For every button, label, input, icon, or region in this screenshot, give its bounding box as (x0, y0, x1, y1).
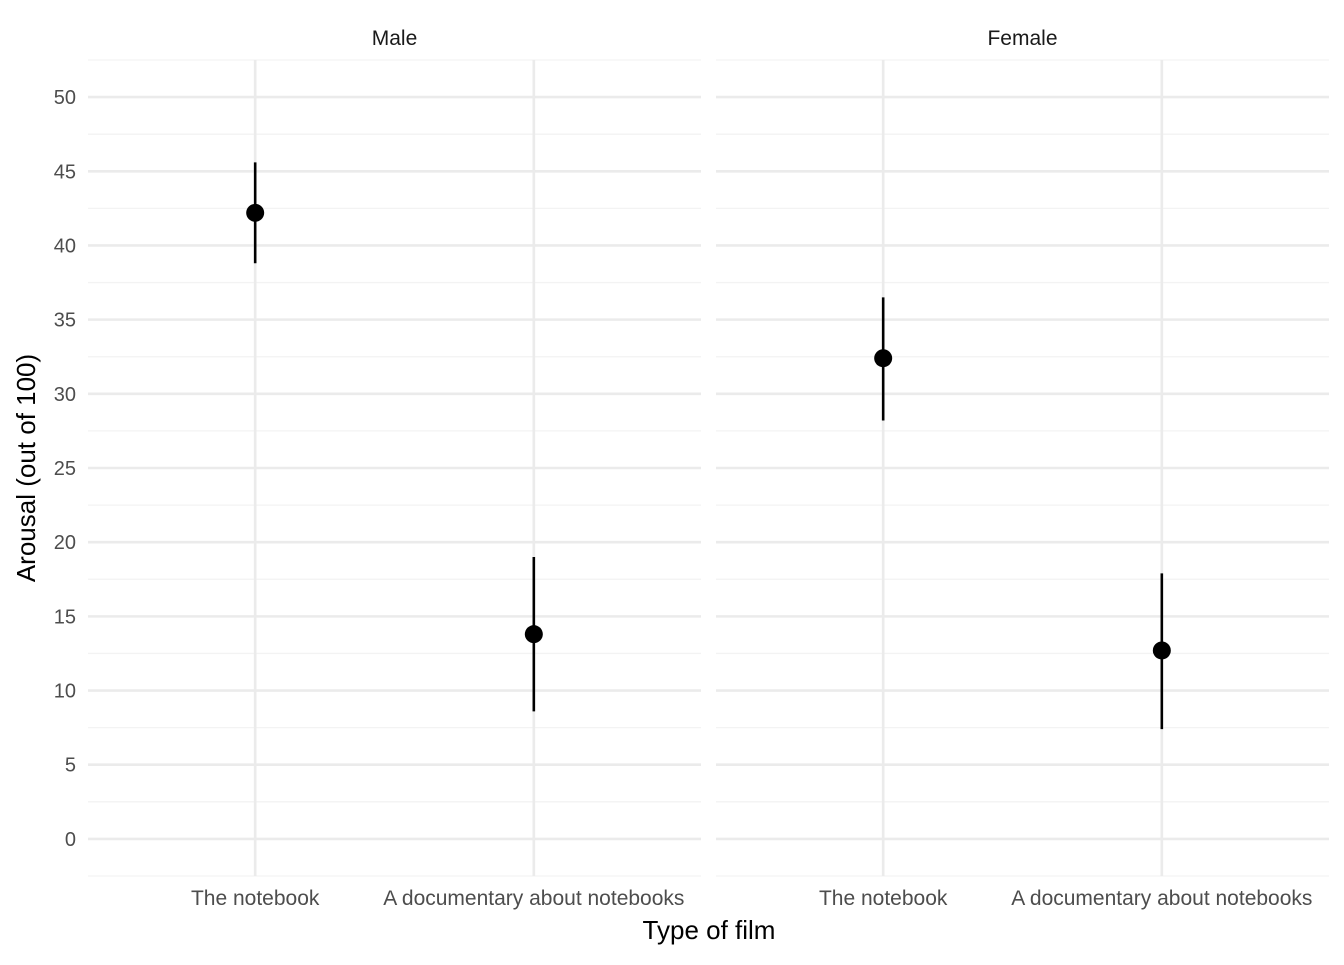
x-tick-label: The notebook (819, 887, 948, 910)
facet-panel-male: Male The notebook A documentary about note… (54, 27, 701, 910)
y-tick-label: 30 (54, 384, 76, 406)
data-point (246, 203, 265, 222)
x-tick-label: The notebook (191, 887, 320, 910)
data-point (524, 625, 543, 644)
x-tick-label: A documentary about notebooks (383, 887, 684, 910)
data-point (1152, 641, 1171, 660)
y-tick-label: 50 (54, 87, 76, 109)
x-tick-label: A documentary about notebooks (1011, 887, 1312, 910)
facet-panel-female: Female The notebook A documentary about no… (716, 27, 1329, 910)
y-tick-label: 5 (65, 755, 76, 777)
y-tick-label: 35 (54, 310, 76, 332)
y-axis-title: Arousal (out of 100) (11, 354, 41, 582)
facet-strip-label: Male (372, 27, 418, 50)
y-tick-label: 40 (54, 235, 76, 257)
facet-strip-label: Female (987, 27, 1057, 50)
y-tick-label: 15 (54, 606, 76, 628)
x-axis-title: Type of film (643, 915, 776, 945)
y-tick-label: 10 (54, 681, 76, 703)
y-tick-label: 20 (54, 532, 76, 554)
y-tick-label: 45 (54, 161, 76, 183)
y-tick-label: 25 (54, 458, 76, 480)
data-point (874, 349, 893, 368)
y-tick-label: 0 (65, 829, 76, 851)
panels-layer: Male The notebook A documentary about note… (54, 27, 1329, 910)
